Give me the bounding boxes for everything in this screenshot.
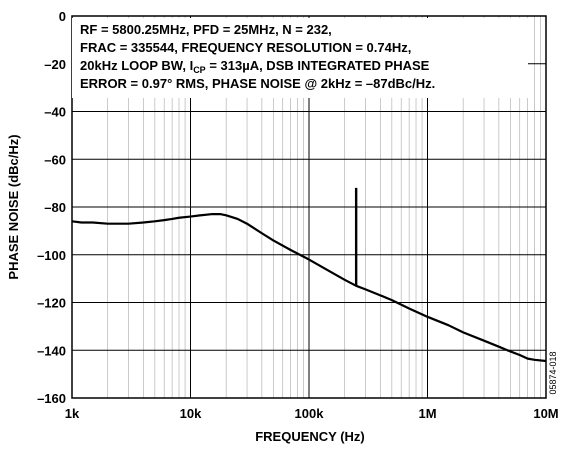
frame-layer [71, 15, 547, 399]
y-tick-label: –100 [37, 248, 66, 263]
series-layer [71, 187, 547, 363]
y-tick-label: –140 [37, 343, 66, 358]
annotation-line-3-main: 20kHz LOOP BW, I [80, 58, 193, 73]
x-axis-title: FREQUENCY (Hz) [255, 429, 365, 444]
x-tick-label: 100k [295, 406, 325, 421]
y-tick-label: –160 [37, 391, 66, 406]
annotation-line-2: FRAC = 335544, FREQUENCY RESOLUTION = 0.… [80, 40, 411, 55]
annotation-layer: RF = 5800.25MHz, PFD = 25MHz, N = 232, F… [72, 18, 528, 98]
phase-noise-trace [71, 213, 547, 363]
plot-frame [71, 15, 547, 399]
y-tick-label: –120 [37, 296, 66, 311]
annotation-line-3-rest: = 313µA, DSB INTEGRATED PHASE [206, 58, 430, 73]
figure-id: 05874-018 [548, 351, 558, 394]
annotation-box [72, 18, 528, 98]
annotation-line-3: 20kHz LOOP BW, ICP = 313µA, DSB INTEGRAT… [80, 58, 430, 75]
x-tick-label: 1k [65, 406, 80, 421]
y-axis-title: PHASE NOISE (dBc/Hz) [6, 134, 21, 279]
y-tick-label: 0 [59, 9, 66, 24]
annotation-line-3-subscript: CP [193, 65, 206, 75]
y-tick-label: –60 [44, 152, 66, 167]
annotation-line-4: ERROR = 0.97° RMS, PHASE NOISE @ 2kHz = … [80, 76, 435, 91]
y-tick-label: –20 [44, 57, 66, 72]
x-tick-label: 10M [533, 406, 558, 421]
x-tick-label: 1M [418, 406, 436, 421]
x-tick-label: 10k [180, 406, 202, 421]
y-tick-label: –40 [44, 105, 66, 120]
annotation-line-1: RF = 5800.25MHz, PFD = 25MHz, N = 232, [80, 22, 332, 37]
y-tick-label: –80 [44, 200, 66, 215]
